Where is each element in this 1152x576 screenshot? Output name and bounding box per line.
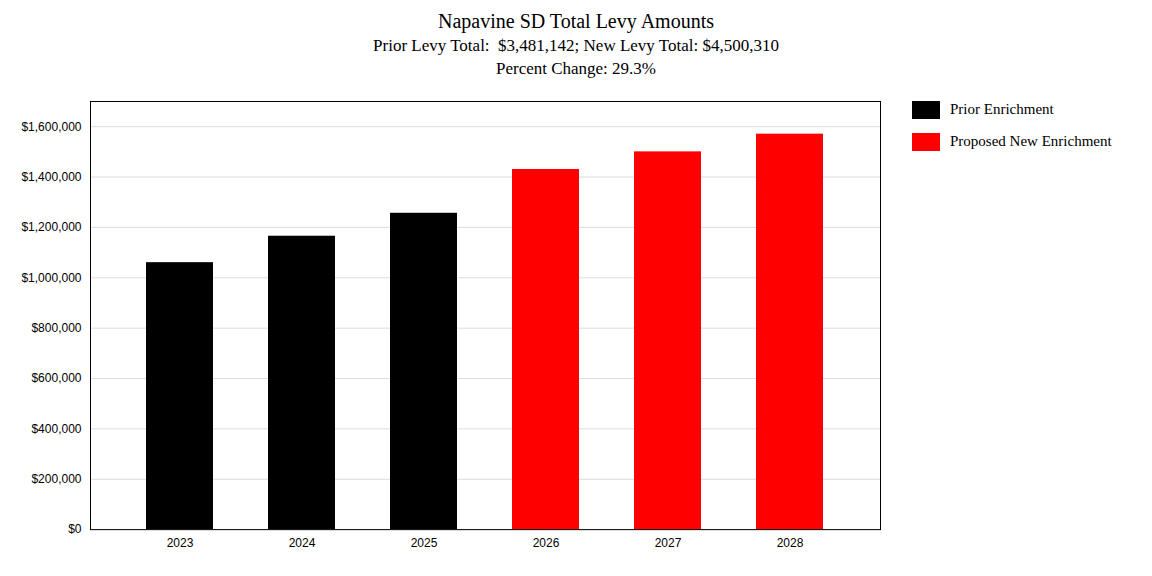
svg-text:2023: 2023: [167, 536, 194, 550]
svg-text:$1,400,000: $1,400,000: [21, 170, 81, 184]
svg-text:2024: 2024: [289, 536, 316, 550]
svg-text:2026: 2026: [533, 536, 560, 550]
svg-text:$200,000: $200,000: [31, 472, 81, 486]
html-text:Napavine SD Total Levy Amounts: Napavine SD Total Levy Amounts: [438, 10, 714, 32]
svg-text:2027: 2027: [655, 536, 682, 550]
html-text:Prior Levy Total: $3,481,142;: Prior Levy Total: $3,481,142; New Levy T…: [373, 36, 779, 55]
svg-text:$1,200,000: $1,200,000: [21, 220, 81, 234]
svg-text:$1,600,000: $1,600,000: [21, 119, 81, 133]
svg-text:2025: 2025: [411, 536, 438, 550]
html-text:Prior Enrichment: Prior Enrichment: [950, 101, 1054, 118]
html-text:Proposed New Enrichment: Proposed New Enrichment: [950, 133, 1112, 150]
svg-text:$1,000,000: $1,000,000: [21, 271, 81, 285]
svg-text:$0: $0: [68, 522, 82, 536]
svg-text:2028: 2028: [777, 536, 804, 550]
svg-text:$400,000: $400,000: [31, 422, 81, 436]
svg-text:$800,000: $800,000: [31, 321, 81, 335]
svg-text:$600,000: $600,000: [31, 371, 81, 385]
html-text:Percent Change: 29.3%: Percent Change: 29.3%: [496, 58, 656, 78]
